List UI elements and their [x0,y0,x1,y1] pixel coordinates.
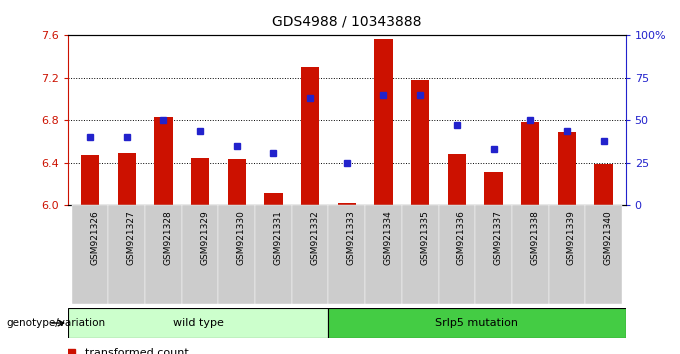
Bar [558,132,576,205]
FancyBboxPatch shape [328,205,365,304]
Bar [118,153,136,205]
Bar [447,154,466,205]
FancyBboxPatch shape [182,205,218,304]
FancyBboxPatch shape [475,205,512,304]
FancyBboxPatch shape [365,205,402,304]
FancyBboxPatch shape [549,205,585,304]
FancyBboxPatch shape [145,205,182,304]
Text: Srlp5 mutation: Srlp5 mutation [435,318,518,328]
Text: GSM921328: GSM921328 [163,210,172,265]
FancyBboxPatch shape [439,205,475,304]
Text: GSM921329: GSM921329 [200,210,209,265]
Text: GSM921330: GSM921330 [237,210,245,265]
Text: GSM921339: GSM921339 [567,210,576,265]
Bar [191,158,209,205]
FancyBboxPatch shape [255,205,292,304]
Text: GSM921335: GSM921335 [420,210,429,265]
Bar [374,39,392,205]
Text: GSM921334: GSM921334 [384,210,392,265]
Text: GSM921338: GSM921338 [530,210,539,265]
Bar [81,155,99,205]
Bar [301,67,320,205]
Text: GDS4988 / 10343888: GDS4988 / 10343888 [272,14,422,28]
Bar [265,193,283,205]
Text: GSM921340: GSM921340 [604,210,613,265]
FancyBboxPatch shape [512,205,549,304]
FancyBboxPatch shape [402,205,439,304]
Text: GSM921331: GSM921331 [273,210,282,265]
FancyBboxPatch shape [68,308,328,338]
FancyBboxPatch shape [328,308,626,338]
Bar [228,159,246,205]
Text: GSM921336: GSM921336 [457,210,466,265]
Text: GSM921333: GSM921333 [347,210,356,265]
FancyBboxPatch shape [585,205,622,304]
FancyBboxPatch shape [218,205,255,304]
Bar [594,164,613,205]
Bar [338,203,356,205]
Text: genotype/variation: genotype/variation [7,318,106,328]
FancyBboxPatch shape [71,205,108,304]
FancyBboxPatch shape [108,205,145,304]
Text: GSM921332: GSM921332 [310,210,319,265]
Text: GSM921326: GSM921326 [90,210,99,265]
Bar [411,80,429,205]
Text: GSM921337: GSM921337 [494,210,503,265]
Text: wild type: wild type [173,318,224,328]
Bar [154,117,173,205]
FancyBboxPatch shape [292,205,328,304]
Text: transformed count: transformed count [85,348,188,354]
Bar [484,172,503,205]
Text: GSM921327: GSM921327 [126,210,136,265]
Bar [521,122,539,205]
